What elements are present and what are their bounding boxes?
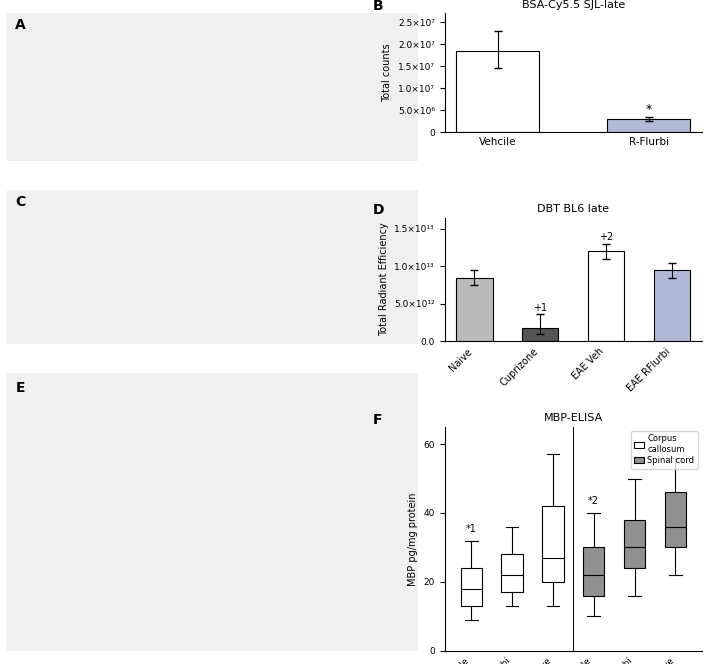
Legend: Corpus
callosum, Spinal cord: Corpus callosum, Spinal cord (631, 431, 698, 469)
Text: C: C (16, 195, 26, 208)
Bar (665, 492, 686, 547)
Text: +2: +2 (599, 232, 613, 242)
Bar (501, 554, 523, 592)
Text: *1: *1 (466, 524, 476, 534)
Bar (583, 547, 604, 596)
Title: BSA-Cy5.5 SJL-late: BSA-Cy5.5 SJL-late (522, 0, 625, 10)
Title: DBT BL6 late: DBT BL6 late (537, 204, 609, 214)
Y-axis label: Total counts: Total counts (382, 43, 392, 102)
Bar (457, 50, 540, 132)
Text: F: F (373, 414, 382, 428)
Title: MBP-ELISA: MBP-ELISA (544, 413, 603, 423)
Bar (457, 278, 493, 341)
Text: *: * (646, 104, 652, 116)
Text: E: E (16, 381, 25, 395)
Text: B: B (373, 0, 384, 13)
Bar (542, 506, 564, 582)
Y-axis label: MBP pg/mg protein: MBP pg/mg protein (408, 492, 418, 586)
Text: +1: +1 (533, 303, 547, 313)
Bar (607, 119, 691, 132)
Text: *2: *2 (588, 496, 599, 506)
Text: D: D (373, 203, 384, 217)
Bar (588, 252, 625, 341)
Bar (523, 328, 559, 341)
Bar (624, 520, 645, 568)
Bar (654, 270, 691, 341)
Bar (461, 568, 482, 606)
Y-axis label: Total Radiant Efficiency: Total Radiant Efficiency (379, 222, 389, 337)
Text: A: A (16, 18, 26, 32)
